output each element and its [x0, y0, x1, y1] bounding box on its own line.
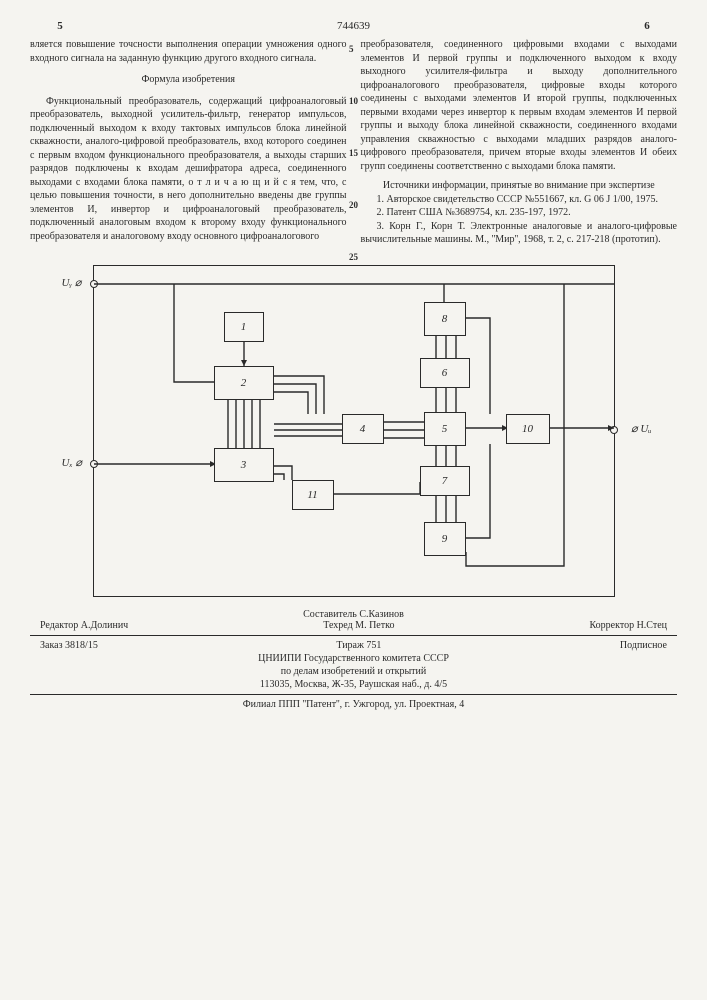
document-number: 744639 — [90, 20, 617, 32]
block-2: 2 — [214, 366, 274, 400]
line-marker: 15 — [349, 148, 358, 158]
org1: ЦНИИПИ Государственного комитета СССР — [30, 653, 677, 664]
block-7: 7 — [420, 466, 470, 496]
sources-title: Источники информации, принятые во вниман… — [361, 179, 678, 193]
pub-line: Заказ 3818/15 Тираж 751 Подписное — [30, 640, 677, 651]
page-root: 5 744639 6 5 10 15 20 25 вляется повышен… — [0, 0, 707, 1000]
order: Заказ 3818/15 — [40, 640, 98, 651]
right-column: преобразователя, соединенного цифровыми … — [361, 38, 678, 247]
line-marker: 10 — [349, 96, 358, 106]
line-marker: 25 — [349, 252, 358, 262]
filial: Филиал ППП ''Патент'', г. Ужгород, ул. П… — [30, 699, 677, 710]
divider-2 — [30, 694, 677, 695]
header: 5 744639 6 — [30, 20, 677, 32]
compositor: Составитель С.Казинов — [30, 609, 677, 620]
block-3: 3 — [214, 448, 274, 482]
source-2: 2. Патент США №3689754, кл. 235-197, 197… — [361, 206, 678, 220]
block-11: 11 — [292, 480, 334, 510]
block-9: 9 — [424, 522, 466, 556]
block-5: 5 — [424, 412, 466, 446]
line-marker: 20 — [349, 200, 358, 210]
block-8: 8 — [424, 302, 466, 336]
circuit-diagram: Uᵧ ⌀ Uₓ ⌀ ⌀ Uᵤ — [93, 265, 615, 597]
org2: по делам изобретений и открытий — [30, 666, 677, 677]
divider — [30, 635, 677, 636]
credits-row: Редактор А.Долинич Техред М. Петко Корре… — [30, 620, 677, 631]
block-6: 6 — [420, 358, 470, 388]
block-4: 4 — [342, 414, 384, 444]
footer: Составитель С.Казинов Редактор А.Долинич… — [30, 609, 677, 710]
corrector: Корректор Н.Стец — [590, 620, 668, 631]
addr: 113035, Москва, Ж-35, Раушская наб., д. … — [30, 679, 677, 690]
page-num-left: 5 — [30, 20, 90, 32]
ux-label: Uₓ ⌀ — [62, 456, 82, 469]
line-markers: 5 10 15 20 25 — [349, 44, 358, 262]
source-3: 3. Корн Г., Корн Т. Электронные аналогов… — [361, 220, 678, 247]
source-1: 1. Авторское свидетельство СССР №551667,… — [361, 193, 678, 207]
sign: Подписное — [620, 640, 667, 651]
block-1: 1 — [224, 312, 264, 342]
tech: Техред М. Петко — [128, 620, 589, 631]
page-num-right: 6 — [617, 20, 677, 32]
editor: Редактор А.Долинич — [40, 620, 128, 631]
right-body: преобразователя, соединенного цифровыми … — [361, 38, 678, 173]
uy-label: Uᵧ ⌀ — [62, 276, 82, 289]
intro-text: вляется повышение точсности выполнения о… — [30, 38, 347, 65]
block-10: 10 — [506, 414, 550, 444]
formula-title: Формула изобретения — [30, 73, 347, 87]
left-column: вляется повышение точсности выполнения о… — [30, 38, 347, 247]
left-body: Функциональный преобразователь, содержащ… — [30, 95, 347, 244]
line-marker: 5 — [349, 44, 358, 54]
tirage: Тираж 751 — [336, 640, 381, 651]
uz-label: ⌀ Uᵤ — [631, 422, 652, 435]
